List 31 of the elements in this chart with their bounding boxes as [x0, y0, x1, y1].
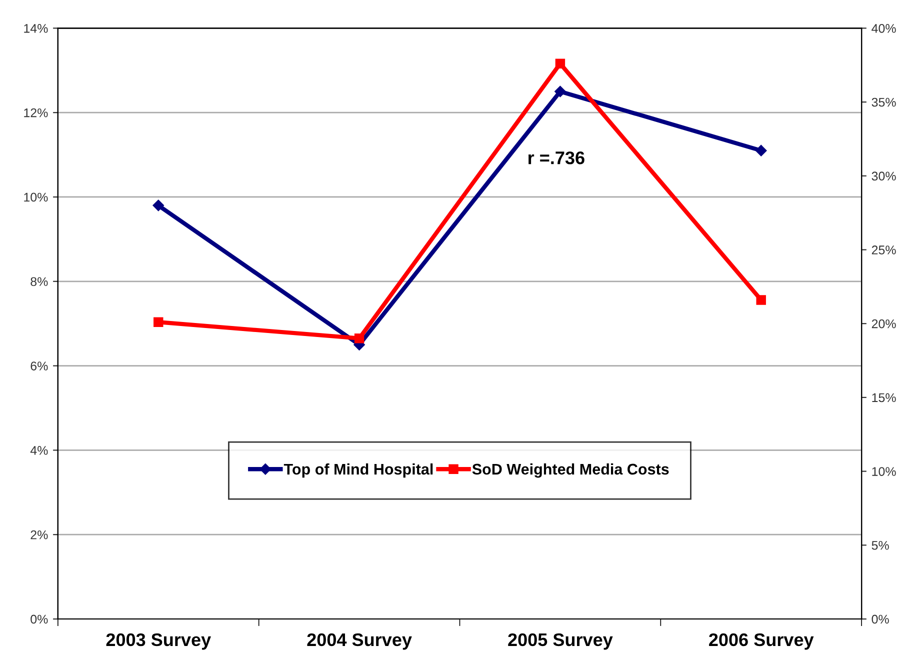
y2-tick-label: 10%	[872, 467, 896, 476]
point	[354, 334, 364, 344]
y2-tick-label: 0%	[872, 614, 889, 624]
y2-tick-label: 15%	[872, 393, 896, 402]
y-tick-label: 14%	[24, 24, 48, 33]
y2-tick-label: 40%	[872, 24, 896, 33]
point	[152, 200, 164, 212]
point	[756, 295, 766, 305]
legend-label: Top of Mind Hospital	[284, 463, 433, 478]
y2-tick-label: 30%	[872, 172, 896, 181]
y-tick-label: 0%	[30, 614, 48, 624]
y2-tick-label: 20%	[872, 319, 896, 328]
x-tick-label: 2004 Survey	[307, 633, 412, 650]
y-tick-label: 8%	[30, 277, 48, 286]
x-tick-label: 2003 Survey	[106, 633, 211, 650]
y-tick-label: 12%	[24, 108, 48, 118]
x-tick-label: 2005 Survey	[508, 633, 613, 650]
point	[554, 86, 566, 98]
y-tick-label: 6%	[30, 362, 48, 370]
y-tick-label: 4%	[30, 446, 48, 455]
y2-tick-label: 25%	[872, 246, 896, 254]
legend-label: SoD Weighted Media Costs	[472, 463, 669, 478]
x-tick-label: 2006 Survey	[709, 633, 814, 650]
point	[756, 144, 767, 156]
y2-tick-label: 5%	[872, 541, 889, 550]
y-tick-label: 10%	[24, 192, 48, 202]
point	[555, 58, 566, 68]
point	[154, 317, 164, 327]
annotation: r =.736	[528, 151, 584, 164]
y-tick-label: 2%	[30, 530, 48, 540]
y2-tick-label: 35%	[872, 98, 896, 107]
